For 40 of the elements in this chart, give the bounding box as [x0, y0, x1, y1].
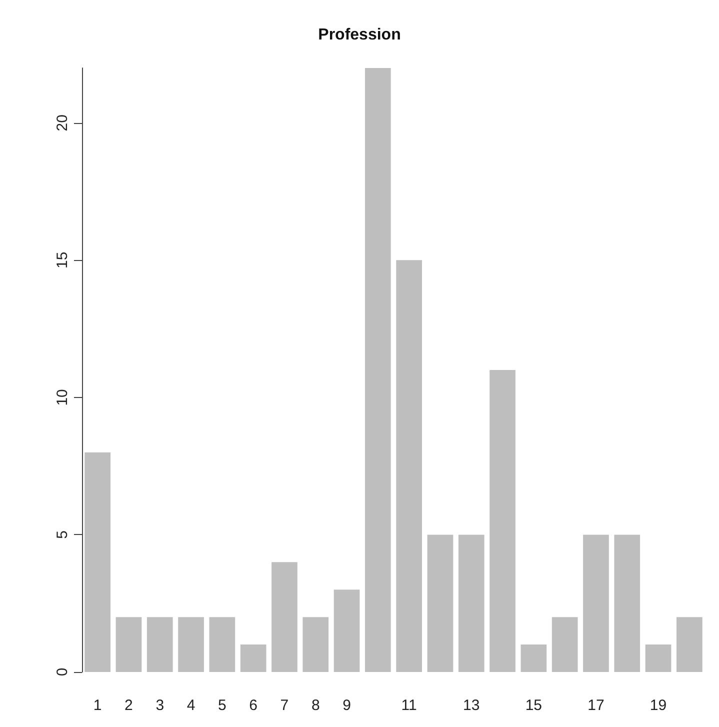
bar — [84, 452, 110, 672]
bar — [520, 644, 547, 672]
bar — [178, 617, 204, 672]
bar — [272, 562, 298, 672]
bar — [396, 260, 422, 672]
bar — [209, 617, 236, 672]
x-tick-label: 4 — [186, 697, 196, 714]
bar — [365, 68, 391, 672]
y-tick-label: 0 — [54, 668, 71, 676]
y-tick-label: 20 — [54, 114, 71, 132]
bar — [334, 590, 360, 672]
bar — [146, 617, 173, 672]
x-tick-label: 11 — [401, 697, 417, 714]
bar — [427, 534, 454, 672]
x-tick-label: 1 — [93, 697, 102, 714]
x-tick-label: 13 — [463, 697, 480, 714]
y-tick-label: 5 — [54, 530, 71, 539]
bar — [676, 617, 702, 672]
x-tick-label: 9 — [342, 697, 351, 714]
x-tick-label: 3 — [156, 697, 164, 714]
x-tick-label: 15 — [525, 697, 542, 714]
bar — [583, 534, 609, 672]
bar — [240, 644, 266, 672]
x-tick-label: 8 — [311, 697, 320, 714]
bar — [552, 617, 578, 672]
bar — [458, 534, 484, 672]
x-tick-label: 17 — [588, 697, 604, 714]
bar — [302, 617, 329, 672]
x-tick-label: 19 — [650, 697, 667, 714]
x-tick-label: 5 — [218, 697, 226, 714]
y-tick-label: 15 — [54, 252, 71, 269]
bar — [614, 534, 640, 672]
x-tick-label: 2 — [124, 697, 133, 714]
x-tick-label: 6 — [249, 697, 258, 714]
bar — [645, 644, 672, 672]
bar — [116, 617, 142, 672]
chart-title: Profession — [318, 26, 401, 44]
bar — [490, 370, 516, 672]
y-tick-label: 10 — [54, 389, 71, 406]
x-tick-label: 7 — [280, 697, 289, 714]
